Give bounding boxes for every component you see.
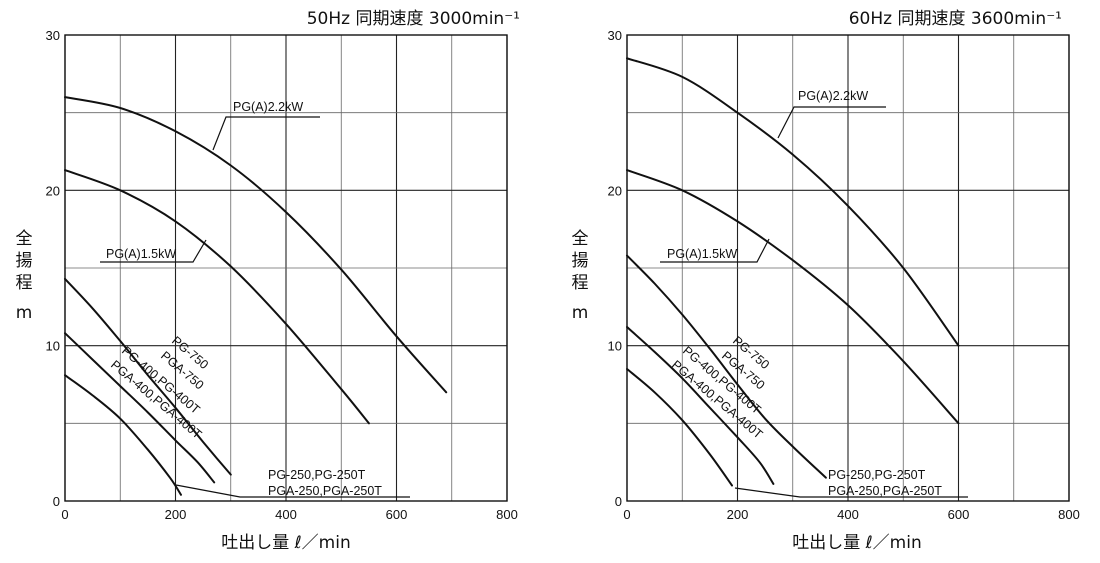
chart-title: 50Hz 同期速度 3000min⁻¹ [307,9,520,29]
x-tick-label: 600 [948,507,970,522]
plot-frame [626,34,1070,502]
series-line-2 [626,254,827,479]
curve-label-pga-2.2kw: PG(A)2.2kW [777,89,886,139]
plot-area [626,34,1070,502]
plot-frame [64,34,508,502]
curve-label-text: PG(A)2.2kW [798,89,868,103]
y-axis-unit: m [16,303,33,323]
chart-50hz: 50Hz 同期速度 3000min⁻¹ 吐出し量 ℓ／min 全 揚 程 m P… [16,9,521,553]
y-axis-unit: m [572,303,589,323]
x-axis-label: 吐出し量 ℓ／min [221,533,350,553]
y-axis-label-char: 程 [572,273,589,293]
curve-label-pg-250: PG-250,PG-250T PGA-250,PGA-250T [175,468,410,498]
series-line-0 [64,96,448,394]
x-tick-label: 0 [61,507,68,522]
curve-label-text: PG-250,PG-250T [828,468,926,482]
series-line-4 [626,368,733,487]
y-tick-label: 10 [608,339,622,354]
y-axis-label-char: 程 [16,273,33,293]
y-axis-label-char: 揚 [572,251,589,271]
y-tick-label: 10 [46,339,60,354]
y-tick-label: 30 [608,28,622,43]
series-line-0 [626,57,960,347]
series-line-3 [64,332,216,484]
y-tick-label: 20 [46,183,60,198]
series-line-2 [64,277,232,476]
y-axis-label-char: 全 [572,229,589,249]
series-line-3 [626,326,775,485]
curve-label-text: PG-250,PG-250T [268,468,366,482]
y-axis-label-char: 揚 [16,251,33,271]
curve-label-text: PG(A)2.2kW [233,100,303,114]
curve-label-pg-250: PG-250,PG-250T PGA-250,PGA-250T [734,468,968,498]
curve-label-text: PGA-250,PGA-250T [268,484,382,498]
x-tick-label: 400 [275,507,297,522]
x-tick-label: 0 [623,507,630,522]
chart-60hz: 60Hz 同期速度 3600min⁻¹ 吐出し量 ℓ／min 全 揚 程 m P… [572,9,1080,553]
y-tick-label: 20 [608,183,622,198]
y-tick-label: 30 [46,28,60,43]
chart-title: 60Hz 同期速度 3600min⁻¹ [849,9,1062,29]
curve-label-text: PG(A)1.5kW [106,247,176,261]
curve-label-text: PG(A)1.5kW [667,247,737,261]
x-tick-label: 200 [727,507,749,522]
x-tick-label: 800 [1058,507,1080,522]
curve-label-pga-2.2kw: PG(A)2.2kW [212,100,320,151]
plot-area [64,34,508,502]
series-line-1 [64,169,370,425]
x-tick-label: 600 [386,507,408,522]
y-axis-label-char: 全 [16,229,33,249]
y-tick-label: 0 [615,494,622,509]
curve-label-pga-1.5kw: PG(A)1.5kW [100,239,207,263]
x-tick-label: 800 [496,507,518,522]
curve-label-pga-1.5kw: PG(A)1.5kW [660,238,770,263]
series-line-1 [626,169,960,425]
y-tick-label: 0 [53,494,60,509]
x-tick-label: 200 [165,507,187,522]
curve-label-text: PGA-250,PGA-250T [828,484,942,498]
series-line-4 [64,374,182,496]
x-tick-label: 400 [837,507,859,522]
x-axis-label: 吐出し量 ℓ／min [792,533,921,553]
